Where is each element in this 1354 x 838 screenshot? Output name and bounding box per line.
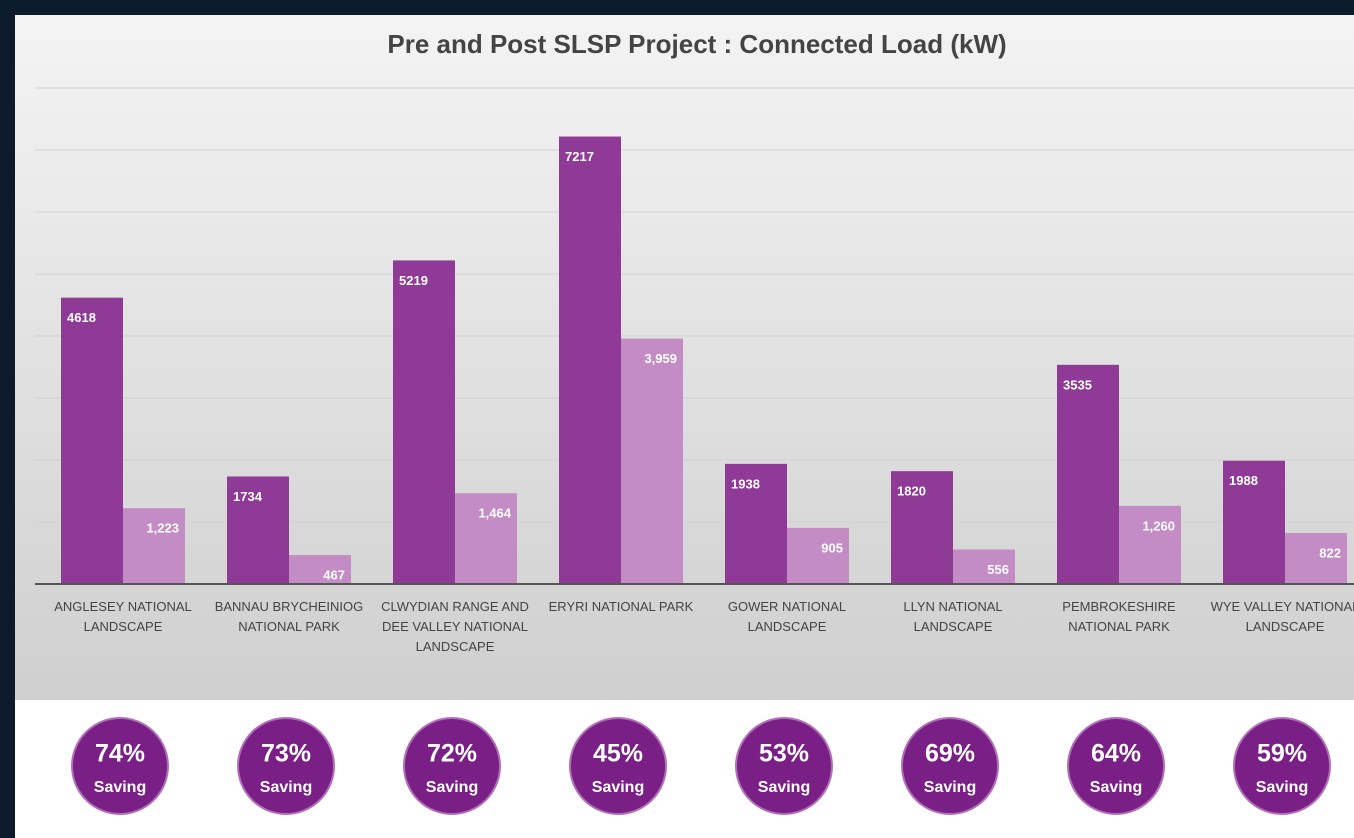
data-label: 4618 xyxy=(67,310,96,325)
x-tick-label: CLWYDIAN RANGE AND DEE VALLEY NATIONAL L… xyxy=(381,599,529,654)
saving-percent: 74% xyxy=(95,740,145,768)
x-tick-label: PEMBROKESHIRE NATIONAL PARK xyxy=(1062,599,1176,634)
data-label: 467 xyxy=(323,567,345,582)
data-label: 1938 xyxy=(731,476,760,491)
data-label: 1,464 xyxy=(478,506,511,521)
data-label: 3,959 xyxy=(644,351,677,366)
bar xyxy=(891,471,953,584)
data-label: 1820 xyxy=(897,484,926,499)
saving-badge xyxy=(71,717,169,815)
saving-label: Saving xyxy=(1090,779,1142,796)
saving-label: Saving xyxy=(94,779,146,796)
saving-badge xyxy=(1233,717,1331,815)
saving-badge xyxy=(735,717,833,815)
bar xyxy=(289,555,351,584)
data-label: 556 xyxy=(987,562,1009,577)
saving-percent: 72% xyxy=(427,740,477,768)
x-tick-label: BANNAU BRYCHEINIOG NATIONAL PARK xyxy=(214,599,364,634)
x-tick-label: ERYRI NATIONAL PARK xyxy=(548,599,694,614)
bar xyxy=(1223,460,1285,584)
bar xyxy=(953,549,1015,584)
saving-badge xyxy=(901,717,999,815)
saving-percent: 45% xyxy=(593,740,643,768)
bar xyxy=(1057,364,1119,584)
saving-label: Saving xyxy=(1256,779,1308,796)
data-label: 5219 xyxy=(399,273,428,288)
data-label: 7217 xyxy=(565,149,594,164)
x-tick-label: LLYN NATIONAL LANDSCAPE xyxy=(903,599,1003,634)
bar xyxy=(725,463,787,584)
bar xyxy=(455,493,517,584)
bar xyxy=(1285,533,1347,584)
bar xyxy=(393,260,455,584)
bar xyxy=(1119,505,1181,584)
data-label: 822 xyxy=(1319,545,1341,560)
saving-percent: 64% xyxy=(1091,740,1141,768)
saving-percent: 73% xyxy=(261,740,311,768)
saving-badge xyxy=(403,717,501,815)
saving-label: Saving xyxy=(758,779,810,796)
bar xyxy=(61,297,123,584)
data-label: 1,223 xyxy=(146,521,179,536)
x-tick-label: GOWER NATIONAL LANDSCAPE xyxy=(727,599,847,634)
saving-label: Saving xyxy=(260,779,312,796)
saving-badge xyxy=(237,717,335,815)
chart-title: Pre and Post SLSP Project : Connected Lo… xyxy=(387,29,1006,59)
bar xyxy=(559,136,621,584)
plot-background xyxy=(15,15,1354,700)
bar xyxy=(621,338,683,584)
bar xyxy=(123,508,185,584)
data-label: 3535 xyxy=(1063,377,1092,392)
data-label: 905 xyxy=(821,540,843,555)
saving-percent: 53% xyxy=(759,740,809,768)
bar xyxy=(227,476,289,584)
saving-label: Saving xyxy=(924,779,976,796)
saving-label: Saving xyxy=(592,779,644,796)
saving-badge xyxy=(1067,717,1165,815)
saving-label: Saving xyxy=(426,779,478,796)
bar xyxy=(787,527,849,584)
data-label: 1988 xyxy=(1229,473,1258,488)
saving-badge xyxy=(569,717,667,815)
x-tick-label: WYE VALLEY NATIONAL LANDSCAPE xyxy=(1210,599,1354,634)
x-tick-label: ANGLESEY NATIONAL LANDSCAPE xyxy=(54,599,192,634)
saving-percent: 69% xyxy=(925,740,975,768)
data-label: 1,260 xyxy=(1142,518,1175,533)
data-label: 1734 xyxy=(233,489,263,504)
saving-percent: 59% xyxy=(1257,740,1307,768)
